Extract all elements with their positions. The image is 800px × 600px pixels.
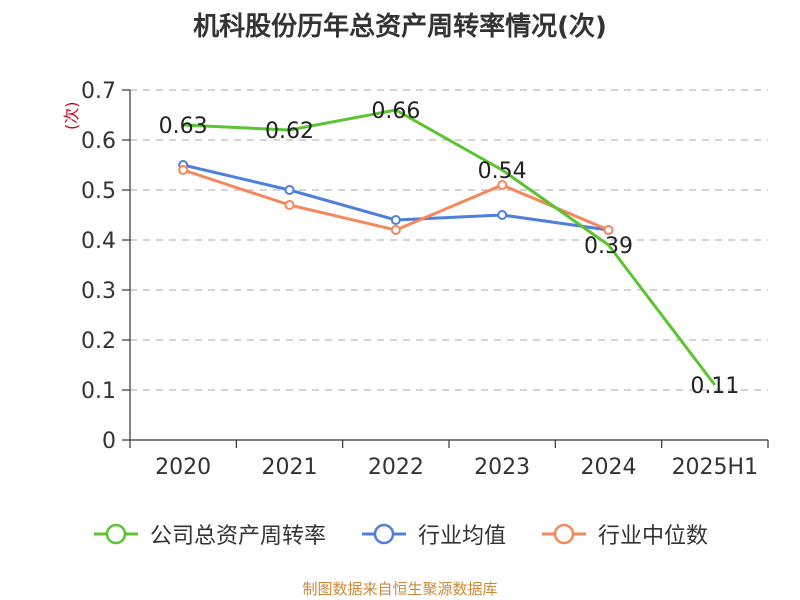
x-tick-label: 2025H1 [672,455,759,480]
legend-marker-icon [93,523,138,545]
y-tick-label: 0.1 [81,379,116,404]
legend-label: 行业中位数 [598,524,709,549]
x-tick-label: 2022 [368,455,424,480]
legend-item[interactable]: 行业均值 [360,518,506,550]
data-label: 0.63 [159,114,208,139]
legend: 公司总资产周转率 行业均值 行业中位数 [0,518,800,550]
data-point [390,215,401,225]
data-label: 0.62 [265,119,314,144]
data-point [497,210,508,220]
x-tick-label: 2020 [155,455,211,480]
legend-marker-icon [542,523,586,545]
y-tick-label: 0.5 [81,179,116,204]
source-note: 制图数据来自恒生聚源数据库 [302,580,498,598]
y-tick-label: 0.7 [81,79,116,104]
y-tick-label: 0.3 [81,279,116,304]
chart-title: 机科股份历年总资产周转率情况(次) [193,12,607,42]
series-line [183,108,717,386]
data-point [390,225,401,235]
y-tick-label: 0.2 [81,329,116,354]
data-label: 0.66 [371,99,420,124]
data-label: 0.11 [690,374,739,399]
data-point [497,180,508,190]
data-point [284,185,295,195]
y-tick-label: 0.6 [81,129,116,154]
legend-item[interactable]: 行业中位数 [540,518,708,550]
data-label: 0.39 [584,234,633,259]
y-tick-label: 0 [102,429,116,454]
x-tick-label: 2023 [474,455,530,480]
data-point [603,225,614,235]
legend-marker-icon [361,523,406,545]
legend-item[interactable]: 公司总资产周转率 [92,518,326,550]
data-point [284,200,295,210]
y-tick-label: 0.4 [81,229,116,254]
legend-label: 公司总资产周转率 [149,524,326,549]
legend-label: 行业均值 [417,524,506,549]
line-chart: 0 0.1 0.2 0.3 0.4 0.5 0.6 0.7 2020 2021 2022 2023 20… [81,79,769,480]
data-point [178,165,189,175]
x-tick-label: 2024 [581,455,637,480]
x-tick-label: 2021 [262,455,318,480]
data-label: 0.54 [478,159,527,184]
